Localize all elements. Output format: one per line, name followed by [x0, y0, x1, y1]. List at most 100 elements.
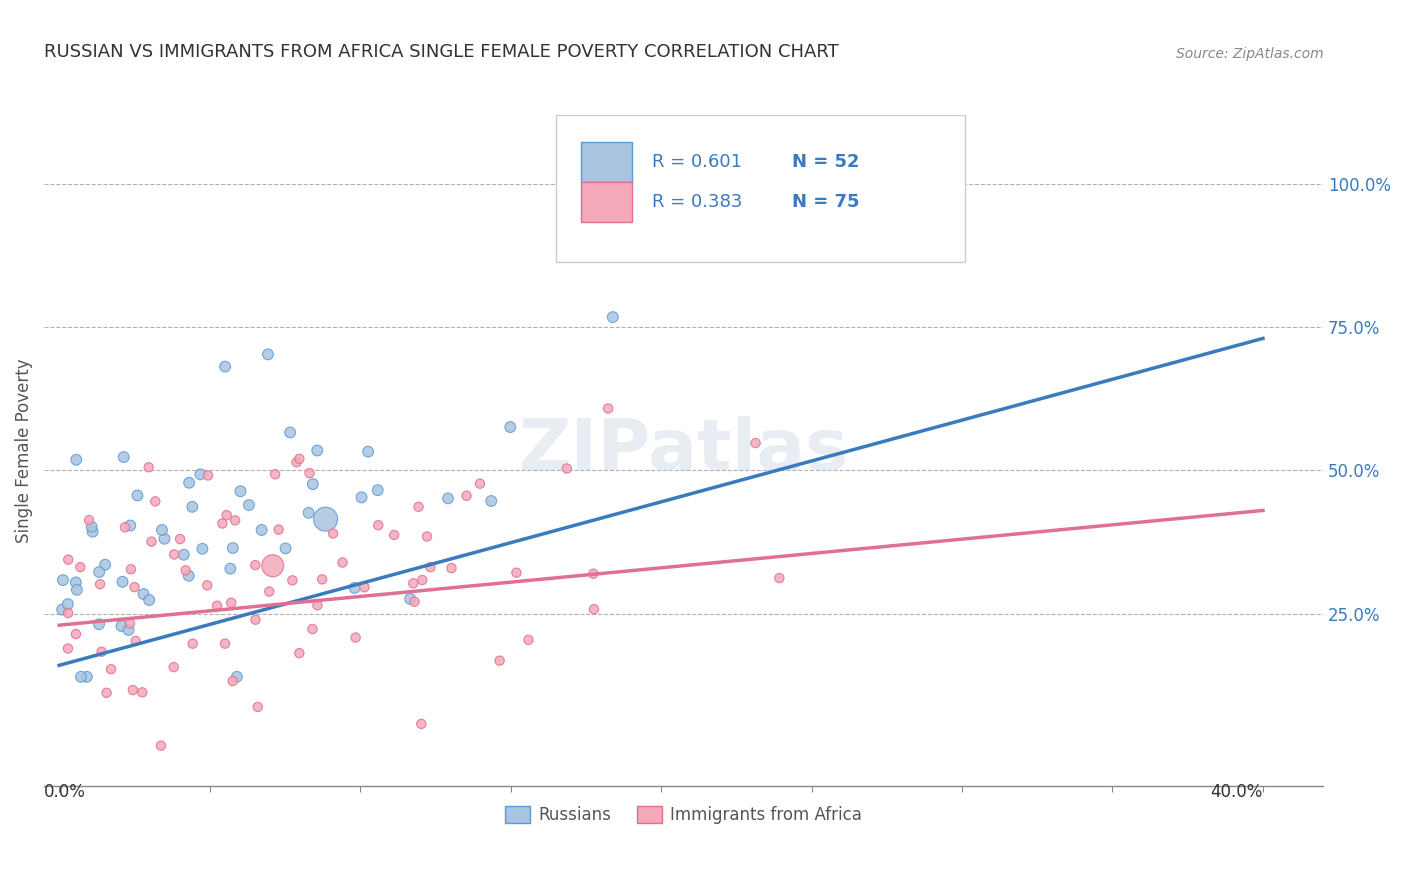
Point — [257, 347, 280, 361]
Text: RUSSIAN VS IMMIGRANTS FROM AFRICA SINGLE FEMALE POVERTY CORRELATION CHART: RUSSIAN VS IMMIGRANTS FROM AFRICA SINGLE… — [44, 43, 839, 61]
Point — [582, 602, 605, 616]
Point — [298, 466, 321, 480]
Point — [169, 532, 191, 546]
FancyBboxPatch shape — [581, 142, 633, 182]
Point — [87, 617, 110, 632]
Point — [582, 566, 605, 581]
Point — [419, 560, 441, 574]
Point — [274, 541, 297, 556]
Point — [437, 491, 460, 506]
Point — [382, 528, 405, 542]
Point — [214, 359, 236, 374]
Point — [499, 420, 522, 434]
Point — [402, 576, 425, 591]
Point — [245, 558, 267, 573]
Point — [89, 565, 111, 579]
Point — [94, 558, 117, 572]
Point — [219, 596, 242, 610]
Text: 0.0%: 0.0% — [44, 783, 86, 801]
Point — [112, 450, 135, 464]
Point — [131, 685, 153, 699]
Point — [245, 613, 267, 627]
Point — [602, 310, 624, 325]
Point — [181, 500, 204, 514]
Point — [225, 670, 247, 684]
Point — [250, 523, 273, 537]
Point — [80, 520, 103, 534]
Text: 40.0%: 40.0% — [1211, 783, 1263, 801]
Point — [285, 455, 308, 469]
Point — [768, 571, 790, 585]
Point — [259, 584, 281, 599]
Point — [65, 627, 87, 641]
Point — [197, 468, 219, 483]
Point — [408, 500, 430, 514]
FancyBboxPatch shape — [555, 115, 965, 262]
Point — [468, 476, 491, 491]
Point — [399, 591, 422, 606]
Point — [221, 673, 243, 688]
Point — [238, 498, 260, 512]
Point — [56, 641, 79, 656]
Point — [205, 599, 228, 613]
Point — [505, 566, 527, 580]
Point — [219, 562, 242, 576]
Point — [124, 580, 146, 594]
Point — [110, 619, 132, 633]
Point — [311, 572, 333, 586]
Point — [66, 582, 89, 597]
Legend: Russians, Immigrants from Africa: Russians, Immigrants from Africa — [499, 799, 869, 831]
Point — [150, 523, 173, 537]
Point — [56, 606, 79, 620]
Point — [82, 524, 104, 539]
Point — [322, 526, 344, 541]
Point — [132, 587, 155, 601]
Point — [65, 452, 87, 467]
Point — [89, 577, 111, 591]
Point — [440, 561, 463, 575]
Point — [517, 632, 540, 647]
Point — [298, 506, 321, 520]
Point — [153, 532, 176, 546]
Point — [69, 560, 91, 574]
Point — [211, 516, 233, 531]
Text: ZIPatlas: ZIPatlas — [519, 416, 849, 484]
Point — [117, 623, 139, 637]
Point — [127, 488, 149, 502]
Text: R = 0.383: R = 0.383 — [651, 193, 742, 211]
Point — [111, 574, 134, 589]
Point — [114, 520, 136, 534]
Point — [411, 716, 433, 731]
Point — [56, 597, 79, 611]
Point — [267, 523, 290, 537]
Point — [65, 575, 87, 590]
Point — [343, 581, 366, 595]
Point — [224, 513, 246, 527]
Point — [222, 541, 245, 555]
Point — [332, 556, 354, 570]
Point — [229, 484, 252, 499]
Point — [264, 467, 287, 482]
Point — [555, 461, 578, 475]
Point — [357, 444, 380, 458]
Point — [315, 512, 337, 526]
Point — [344, 631, 367, 645]
Y-axis label: Single Female Poverty: Single Female Poverty — [15, 358, 32, 542]
Point — [353, 580, 375, 594]
Point — [138, 460, 160, 475]
Point — [262, 558, 284, 573]
Point — [288, 451, 311, 466]
Point — [596, 401, 619, 416]
Point — [121, 683, 143, 698]
Point — [288, 646, 311, 660]
Point — [173, 548, 195, 562]
Point — [301, 622, 323, 636]
Point — [367, 518, 389, 533]
Point — [278, 425, 301, 440]
Point — [100, 662, 122, 676]
Point — [163, 660, 186, 674]
Point — [456, 489, 478, 503]
Point — [52, 573, 75, 587]
Point — [744, 436, 766, 450]
Point — [195, 578, 218, 592]
